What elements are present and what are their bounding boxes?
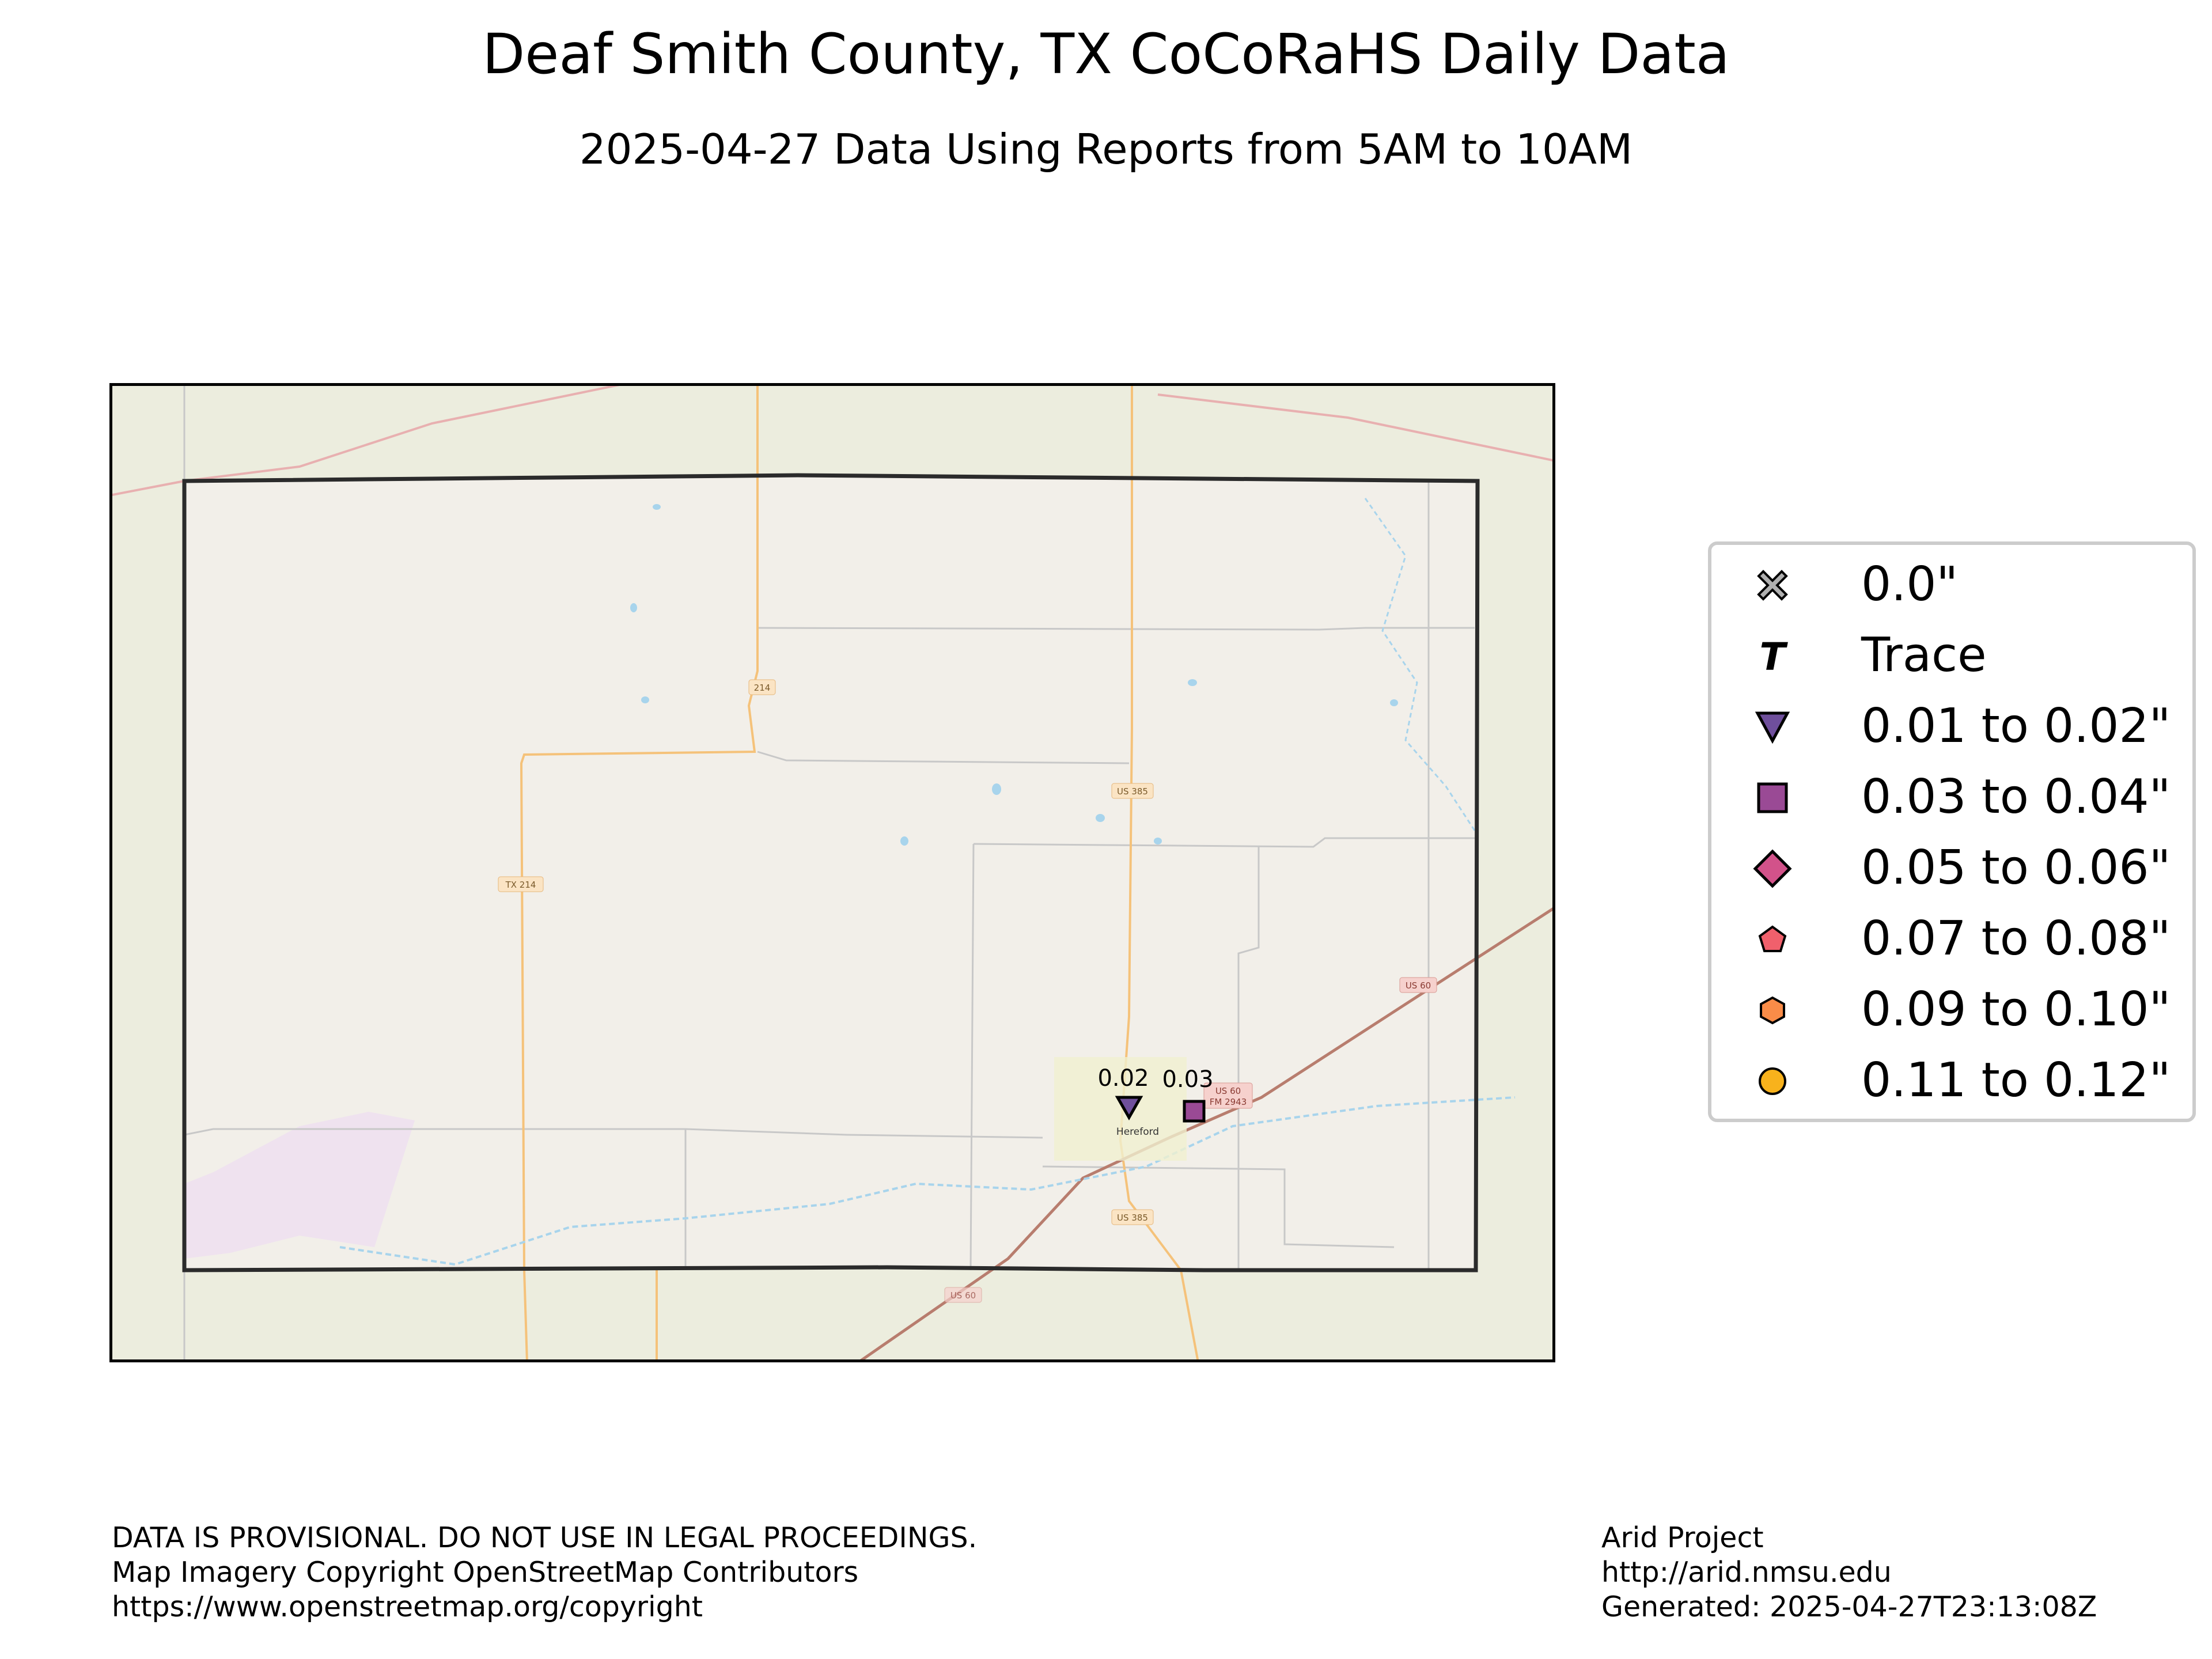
shield-fm2943: FM 2943 (1210, 1097, 1247, 1107)
legend-label: Trace (1861, 628, 1987, 683)
legend-item-zero: 0.0" (1711, 555, 2195, 613)
station-label-hereford-west: 0.02 (1097, 1065, 1149, 1092)
pond (992, 783, 1001, 795)
chart-title: Deaf Smith County, TX CoCoRaHS Daily Dat… (482, 22, 1730, 86)
minor-road-2 (757, 751, 1130, 764)
footer-credits: Arid Project http://arid.nmsu.edu Genera… (1601, 1521, 2097, 1624)
legend-item-001-002: 0.01 to 0.02" (1711, 697, 2195, 755)
footer-left-line: https://www.openstreetmap.org/copyright (112, 1590, 703, 1623)
pond (653, 504, 661, 510)
legend-item-005-006: 0.05 to 0.06" (1711, 839, 2195, 896)
pond (1188, 679, 1197, 686)
station-label-hereford-east: 0.03 (1162, 1066, 1213, 1093)
legend-item-011-012: 0.11 to 0.12" (1711, 1051, 2195, 1109)
shield-us385-south-box (1111, 1209, 1154, 1225)
legend: 0.0" T Trace 0.01 to 0.02" 0.03 to 0.04"… (1708, 541, 2196, 1122)
minor-road-1 (757, 627, 1475, 631)
shield-us385-north-box (1111, 783, 1154, 799)
pink-region (184, 1112, 415, 1259)
shield-214-box (748, 679, 776, 695)
pentagon-icon (1758, 925, 1787, 952)
footer-left-line: Map Imagery Copyright OpenStreetMap Cont… (112, 1556, 859, 1589)
shield-tx214: TX 214 (505, 880, 536, 890)
legend-label: 0.09 to 0.10" (1861, 982, 2171, 1037)
pond (900, 836, 908, 846)
diamond-icon (1753, 849, 1792, 888)
legend-label: 0.01 to 0.02" (1861, 699, 2171, 753)
shield-us60-east: US 60 (1406, 980, 1431, 991)
footer-disclaimer: DATA IS PROVISIONAL. DO NOT USE IN LEGAL… (112, 1521, 977, 1624)
shield-us60-town: US 60 (1215, 1086, 1241, 1096)
minor-road-4 (969, 843, 975, 1271)
river (339, 1096, 1516, 1266)
svg-text:T: T (1759, 637, 1788, 676)
shield-us60-south: US 60 (950, 1290, 976, 1301)
footer-left-line: DATA IS PROVISIONAL. DO NOT USE IN LEGAL… (112, 1521, 978, 1554)
creek-north (1364, 498, 1477, 833)
x-cross-icon (1757, 570, 1788, 601)
shield-us385-south: US 385 (1117, 1213, 1148, 1223)
shield-214: 214 (754, 683, 771, 693)
legend-item-trace: T Trace (1711, 626, 2195, 684)
shield-tx214-box (498, 876, 544, 892)
circle-icon (1759, 1067, 1786, 1095)
legend-item-003-004: 0.03 to 0.04" (1711, 768, 2195, 825)
shield-us60-town-box (1203, 1082, 1253, 1109)
footer-right-line: Generated: 2025-04-27T23:13:08Z (1601, 1590, 2097, 1623)
pond (641, 696, 649, 703)
minor-road-5 (1237, 847, 1260, 1270)
interstate-road (109, 383, 628, 497)
shield-us60-east-box (1399, 977, 1437, 993)
square-icon (1757, 782, 1788, 813)
triangle-down-icon (1755, 711, 1790, 744)
legend-label: 0.07 to 0.08" (1861, 911, 2171, 966)
minor-road-3 (973, 837, 1476, 848)
station-marker-hereford-east (1183, 1100, 1206, 1123)
shield-us60-south-box (944, 1287, 982, 1303)
pond (630, 603, 637, 612)
map-frame (109, 383, 1555, 1362)
minor-road-8 (1042, 1165, 1395, 1248)
hexagon-icon (1760, 996, 1785, 1025)
pond (1390, 699, 1398, 706)
city-label-hereford: Hereford (1116, 1126, 1159, 1138)
pond (1096, 814, 1105, 822)
legend-label: 0.0" (1861, 557, 1959, 612)
road-tx214 (520, 383, 759, 1362)
footer-right-line: http://arid.nmsu.edu (1601, 1556, 1892, 1589)
county-outline (182, 473, 1480, 1272)
footer-right-line: Arid Project (1601, 1521, 1764, 1554)
station-marker-hereford-west (1115, 1096, 1143, 1121)
chart-subtitle: 2025-04-27 Data Using Reports from 5AM t… (579, 125, 1633, 173)
county-map: US 385 US 385 TX 214 214 US 60 US 60 FM … (109, 383, 1555, 1362)
town-area (1054, 1057, 1187, 1161)
t-letter-icon: T (1759, 637, 1788, 676)
shield-us385-north: US 385 (1117, 786, 1148, 797)
pond (1154, 838, 1162, 844)
legend-label: 0.05 to 0.06" (1861, 840, 2171, 895)
legend-label: 0.11 to 0.12" (1861, 1053, 2171, 1108)
legend-label: 0.03 to 0.04" (1861, 770, 2171, 824)
legend-item-007-008: 0.07 to 0.08" (1711, 910, 2195, 967)
interstate-road-east (1157, 393, 1555, 462)
legend-item-009-010: 0.09 to 0.10" (1711, 980, 2195, 1038)
